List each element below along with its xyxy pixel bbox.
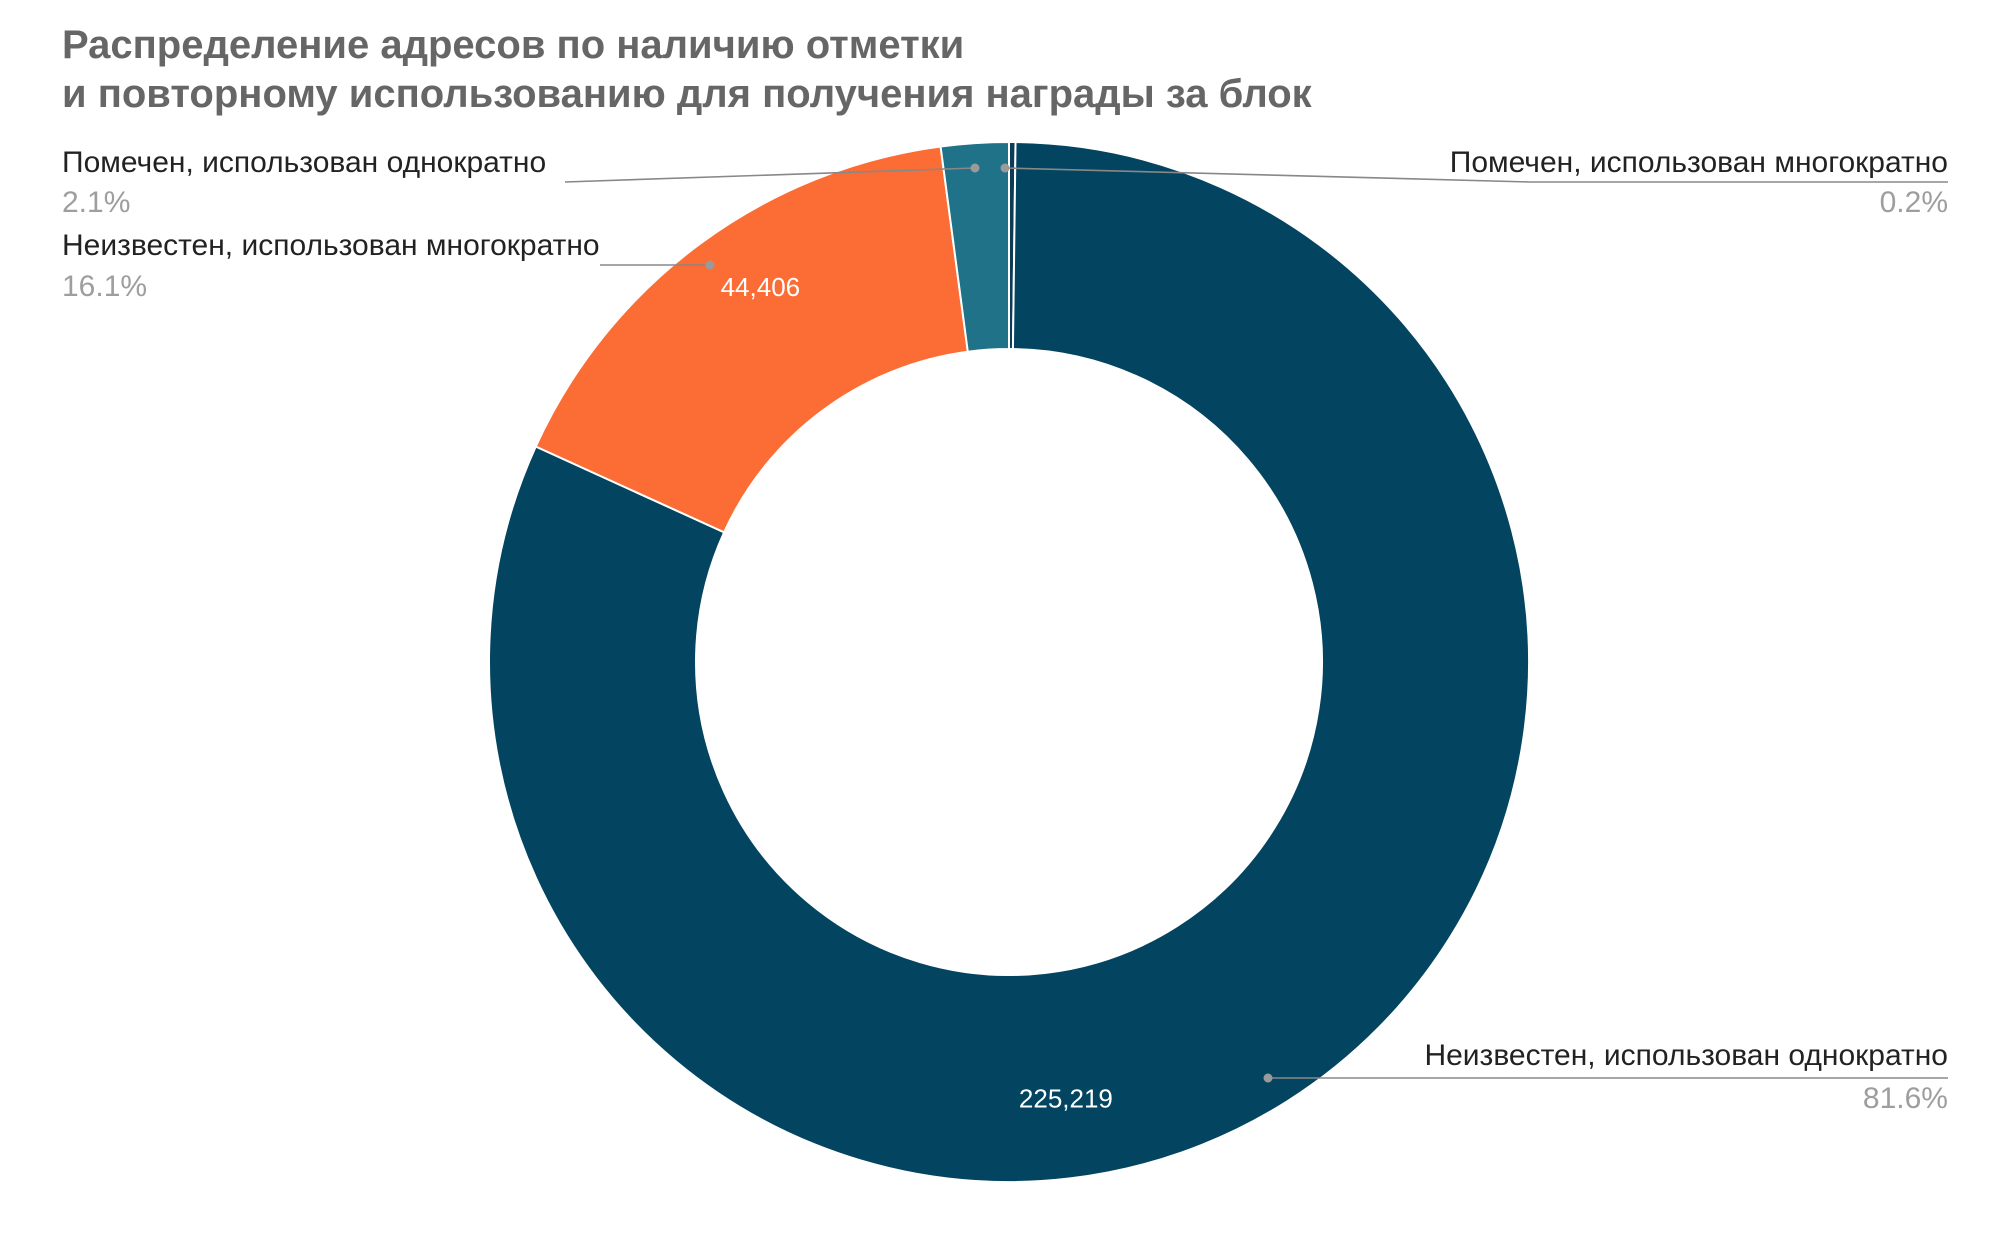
data-label-2: 44,406 [721, 272, 801, 302]
callout-label: Помечен, использован однократно [62, 146, 546, 179]
callout-percent: 2.1% [62, 186, 130, 219]
chart-title-line-2: и повторному использованию для получения… [62, 72, 1313, 116]
donut-slice-2 [534, 145, 969, 534]
chart-title: Распределение адресов по наличию отметки… [62, 23, 1313, 116]
callout-percent: 81.6% [1863, 1082, 1948, 1115]
callout-marked-single: Помечен, использован однократно 2.1% [62, 146, 980, 219]
leader-line [1004, 167, 1948, 183]
callout-percent: 0.2% [1880, 186, 1948, 219]
callout-unknown-multi: Неизвестен, использован многократно 16.1… [62, 229, 715, 303]
leader-dot [705, 260, 715, 270]
leader-dot [1000, 163, 1010, 173]
donut-slice-3 [939, 140, 1010, 353]
chart-title-line-1: Распределение адресов по наличию отметки [62, 23, 964, 67]
leader-line [564, 167, 976, 183]
callout-label: Неизвестен, использован многократно [62, 229, 600, 262]
callout-label: Неизвестен, использован однократно [1424, 1039, 1948, 1072]
callout-marked-multi: Помечен, использован многократно 0.2% [1000, 146, 1948, 219]
donut-data-labels: 225,219 44,406 [721, 272, 1113, 1113]
donut-slices [488, 140, 1530, 1183]
callout-percent: 16.1% [62, 270, 147, 303]
data-label-1: 225,219 [1019, 1083, 1113, 1113]
leader-dot [970, 163, 980, 173]
callout-unknown-single: Неизвестен, использован однократно 81.6% [1263, 1039, 1948, 1115]
donut-slice-1 [488, 141, 1530, 1183]
callout-label: Помечен, использован многократно [1450, 146, 1948, 179]
leader-dot [1263, 1073, 1273, 1083]
